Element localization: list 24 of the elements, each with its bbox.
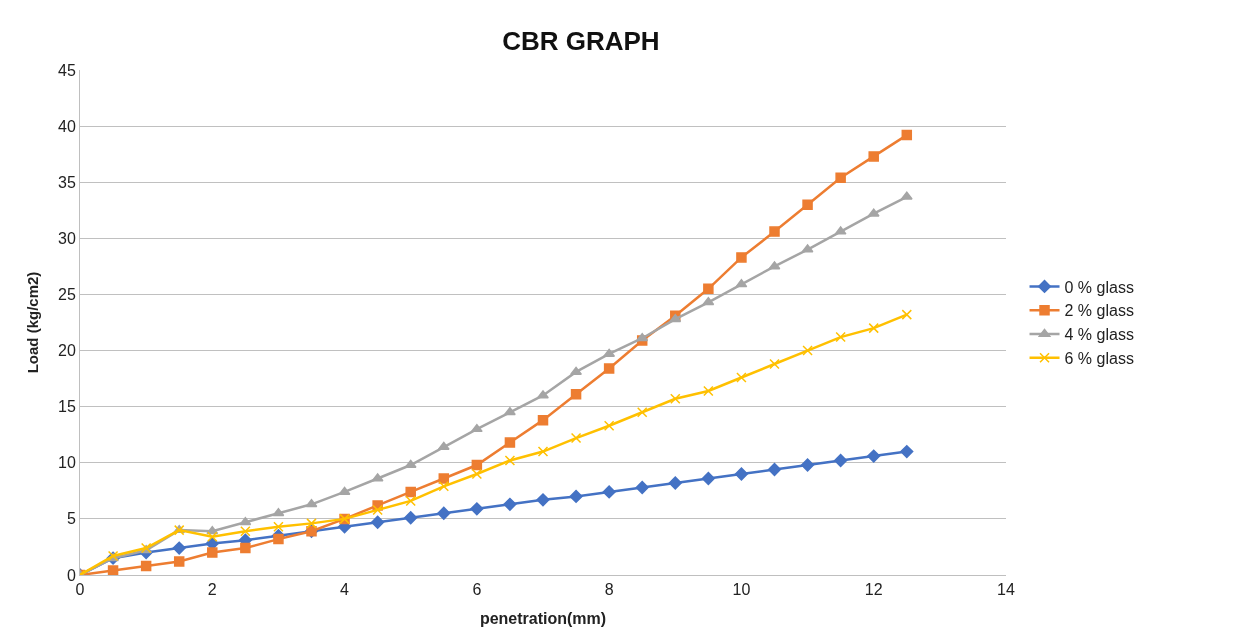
y-axis-title: Load (kg/cm2) <box>24 271 42 374</box>
y-tick-label: 25 <box>58 286 76 304</box>
y-tick-label: 40 <box>58 117 76 135</box>
y-tick-label: 20 <box>58 342 76 360</box>
legend-label: 4 % glass <box>1064 326 1134 344</box>
x-tick-label: 10 <box>732 581 751 599</box>
legend-label: 0 % glass <box>1064 278 1134 296</box>
x-tick-label: 14 <box>997 581 1015 599</box>
y-tick-label: 35 <box>58 173 76 191</box>
y-tick-label: 0 <box>66 566 76 584</box>
y-tick-label: 15 <box>58 398 76 416</box>
x-tick-label: 12 <box>864 581 883 599</box>
x-axis-title: penetration(mm) <box>479 609 607 627</box>
x-tick-label: 2 <box>207 581 217 599</box>
x-tick-label: 8 <box>604 581 614 599</box>
x-tick-label: 6 <box>472 581 482 599</box>
y-tick-label: 10 <box>58 454 76 472</box>
y-tick-label: 30 <box>58 229 76 247</box>
legend-label: 6 % glass <box>1064 350 1134 368</box>
chart-title: CBR GRAPH <box>502 25 660 56</box>
y-tick-label: 5 <box>66 510 76 528</box>
y-tick-label: 45 <box>58 61 76 79</box>
legend-label: 2 % glass <box>1064 302 1134 320</box>
x-tick-label: 4 <box>340 581 350 599</box>
